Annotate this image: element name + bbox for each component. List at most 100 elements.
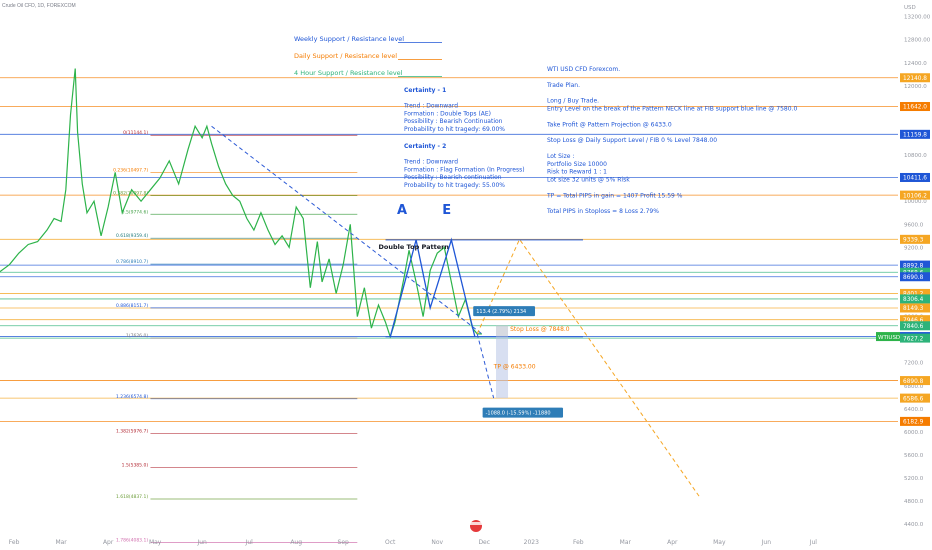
us-flag-icon xyxy=(470,520,482,532)
price-tag-2: 11159.8 xyxy=(903,133,927,139)
y-axis-unit: USD xyxy=(904,5,916,11)
price-tag-bg-11 xyxy=(900,303,930,313)
certainty-1-line-0: Certainty - 2 xyxy=(404,143,446,150)
annotation-1: TP @ 6433.00 xyxy=(493,363,536,370)
x-tick-label: 2023 xyxy=(524,539,539,546)
x-tick-label: Nov xyxy=(431,539,443,546)
price-tag-bg-4 xyxy=(900,190,930,200)
price-tag-bg-6 xyxy=(900,260,930,270)
y-tick-label: 4400.0 xyxy=(904,522,924,528)
x-tick-label: Oct xyxy=(385,539,396,546)
price-tag-bg-12 xyxy=(900,315,930,325)
trade-plan-line-4: Long / Buy Trade. xyxy=(547,98,599,105)
price-tag-bg-5 xyxy=(900,234,930,244)
x-tick-label: Feb xyxy=(9,539,20,546)
symbol-tag: WTIUSD xyxy=(878,335,900,341)
pattern-label-0: A xyxy=(397,203,407,218)
us-flag-icon-stripe xyxy=(470,522,482,525)
annotation-0: Stop Loss @ 7848.0 xyxy=(510,326,570,333)
price-tag-16: 6890.8 xyxy=(903,379,924,385)
price-tag-4: 10106.2 xyxy=(903,193,927,199)
price-tag-bg-15 xyxy=(900,333,930,343)
price-tag-bg-1 xyxy=(900,102,930,112)
y-tick-label: 10000.0 xyxy=(904,199,927,205)
x-tick-label: Dec xyxy=(478,539,490,546)
y-tick-label: 12800.00 xyxy=(904,38,931,44)
price-tag-bg-17 xyxy=(900,393,930,403)
x-tick-label: May xyxy=(149,539,162,546)
y-tick-label: 6000.0 xyxy=(904,430,924,436)
price-tag-bg-3 xyxy=(900,172,930,182)
certainty-1-line-3: Formation : Flag Formation (In Progress) xyxy=(404,166,525,173)
price-tag-bg-13 xyxy=(900,321,930,331)
trade-plan-line-12: Portfolio Size 10000 xyxy=(547,161,607,168)
trade-plan-line-13: Risk to Reward 1 : 1 xyxy=(547,169,607,176)
price-tag-1: 11642.0 xyxy=(903,105,927,111)
fib-label-8: 1.236(6574.8) xyxy=(116,394,148,400)
x-tick-label: Apr xyxy=(667,539,678,546)
fib-label-9: 1.382(5976.7) xyxy=(116,428,148,434)
certainty-1-line-2: Trend : Downward xyxy=(403,159,458,166)
y-tick-label: 10800.0 xyxy=(904,153,927,159)
fib-label-7: 1(7626.0) xyxy=(126,333,148,339)
price-tag-bg-9 xyxy=(900,288,930,298)
double-top-pattern xyxy=(389,237,476,337)
price-tag-bg-10 xyxy=(900,294,930,304)
trade-plan-line-2: Trade Plan. xyxy=(546,82,580,89)
callout-box-1 xyxy=(482,407,564,418)
x-tick-label: Aug xyxy=(290,539,302,546)
x-tick-label: Jun xyxy=(761,539,772,546)
legend-text-2: 4 Hour Support / Resistance level xyxy=(294,69,403,77)
y-tick-label: 12400.0 xyxy=(904,61,927,67)
x-tick-label: Jun xyxy=(196,539,207,546)
fib-label-10: 1.5(5385.0) xyxy=(122,462,149,468)
price-tag-17: 6586.6 xyxy=(903,396,924,402)
fib-label-11: 1.618(4837.1) xyxy=(116,494,148,500)
y-tick-label: 4800.0 xyxy=(904,499,924,505)
price-tag-8: 8690.8 xyxy=(903,275,924,281)
certainty-0-line-0: Certainty - 1 xyxy=(404,87,446,94)
trade-plan-line-0: WTI USD CFD Forexcom. xyxy=(547,66,620,73)
price-tag-bg-16 xyxy=(900,376,930,386)
price-tag-12: 7946.6 xyxy=(903,318,924,324)
take-profit-box xyxy=(496,336,509,399)
price-tag-15: 7627.2 xyxy=(903,336,924,342)
fib-label-6: 0.886(8151.7) xyxy=(116,303,148,309)
fib-label-5: 0.786(8910.7) xyxy=(116,259,148,265)
trade-plan-line-7: Take Profit @ Pattern Projection @ 6433.… xyxy=(546,121,672,128)
price-line xyxy=(0,68,482,339)
fib-label-4: 0.618(9359.4) xyxy=(116,233,148,239)
certainty-0-line-3: Formation : Double Tops (AE) xyxy=(404,110,491,117)
y-tick-label: 12000.0 xyxy=(904,84,927,90)
y-tick-label: 9600.0 xyxy=(904,222,924,228)
trade-plan-line-9: Stop Loss @ Daily Support Level / FIB 0 … xyxy=(547,137,717,144)
y-tick-label: 7200.0 xyxy=(904,361,924,367)
certainty-1-line-4: Possibility : Bearish continuation xyxy=(404,174,502,181)
pattern-label-1: E xyxy=(442,203,451,218)
y-tick-label: 5200.0 xyxy=(904,476,924,482)
certainty-0-line-5: Probability to hit tragedy: 69.00% xyxy=(404,126,505,133)
fib-label-2: 0.382(10097.8) xyxy=(113,191,148,197)
projection-down-line xyxy=(476,333,495,399)
symbol-tag-bg xyxy=(876,332,900,342)
fib-label-12: 1.786(4083.1) xyxy=(116,538,148,544)
callout-text-1: -1088.0 (-15.59%) -11880 xyxy=(486,411,551,417)
x-tick-label: Jul xyxy=(245,539,254,546)
fib-label-1: 0.236(10497.7) xyxy=(113,168,148,174)
x-tick-label: Feb xyxy=(573,539,584,546)
price-tag-11: 8149.3 xyxy=(903,306,924,312)
trade-plan-line-5: Entry Level on the break of the Pattern … xyxy=(547,106,797,113)
x-tick-label: Mar xyxy=(55,539,67,546)
y-tick-label: 9200.0 xyxy=(904,245,924,251)
trend-dashed-line xyxy=(211,125,483,335)
trade-plan-line-18: Total PIPS in Stoploss = 8 Loss 2.79% xyxy=(546,208,659,215)
price-tag-bg-18 xyxy=(900,416,930,426)
price-tag-bg-8 xyxy=(900,272,930,282)
x-tick-label: Apr xyxy=(103,539,114,546)
price-tag-18: 6182.9 xyxy=(903,420,924,426)
certainty-0-line-2: Trend : Downward xyxy=(403,103,458,110)
pattern-label-2: Double Top Pattern xyxy=(379,243,450,251)
callout-text-0: 113.4 (2.79%) 2134 xyxy=(476,309,526,315)
y-tick-label: 6800.0 xyxy=(904,384,924,390)
